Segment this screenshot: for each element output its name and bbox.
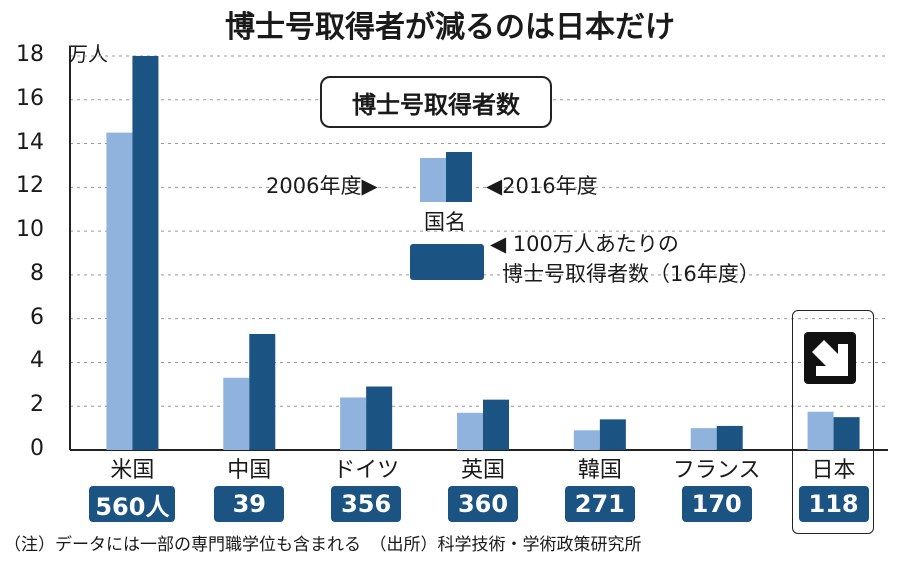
per-million-badge: 170 — [681, 486, 752, 522]
category-label: 英国 — [460, 458, 505, 483]
per-million-badge: 356 — [331, 486, 402, 522]
category-label: 日本 — [811, 458, 856, 483]
category-label: ドイツ — [333, 458, 400, 483]
bar-2006 — [457, 412, 483, 450]
legend-title: 博士号取得者数 — [352, 90, 520, 119]
legend-per-million-line1: ◀ 100万人あたりの — [490, 232, 679, 256]
per-million-badge: 560人 — [89, 486, 176, 522]
japan-highlight-frame — [792, 310, 874, 534]
bar-2016 — [366, 386, 393, 450]
y-tick-label: 0 — [30, 436, 44, 461]
y-tick-label: 4 — [30, 348, 44, 374]
bar-2016 — [132, 56, 159, 450]
bar-2016 — [833, 417, 860, 450]
y-tick-label: 8 — [30, 260, 44, 286]
legend-swatch-2006 — [420, 158, 446, 202]
legend-per-million-line2: 博士号取得者数（16年度） — [502, 262, 760, 286]
legend-title-box: 博士号取得者数 — [320, 76, 552, 128]
y-tick-label: 14 — [16, 129, 44, 155]
footnote: （注）データには一部の専門職学位も含まれる （出所）科学技術・学術政策研究所 — [4, 535, 642, 555]
y-tick-label: 12 — [16, 173, 44, 199]
y-tick-label: 16 — [16, 85, 44, 111]
category-label: フランス — [672, 458, 761, 483]
bar-2016 — [483, 399, 509, 450]
bar-2006 — [223, 377, 250, 450]
per-million-badge: 271 — [564, 486, 635, 522]
y-tick-label: 10 — [16, 217, 44, 243]
category-label: 中国 — [227, 458, 272, 483]
chart-title: 博士号取得者が減るのは日本だけ — [225, 10, 675, 45]
per-million-badge: 39 — [214, 486, 285, 522]
bar-2016 — [249, 333, 276, 450]
category-label: 米国 — [110, 458, 155, 483]
bar-2016 — [716, 425, 743, 450]
y-tick-label: 18 — [16, 42, 44, 67]
down-right-arrow-icon — [804, 332, 856, 384]
bar-2016 — [599, 419, 626, 450]
category-label: 韓国 — [577, 458, 622, 483]
per-million-badge: 360 — [448, 486, 518, 522]
y-tick-label: 6 — [30, 304, 44, 330]
y-tick-label: 2 — [30, 392, 44, 418]
legend-label-2006: 2006年度▶ — [266, 174, 378, 198]
bar-2006 — [690, 428, 717, 450]
bar-2006 — [340, 397, 367, 450]
legend-label-2016: ◀2016年度 — [486, 174, 598, 198]
legend-country-label: 国名 — [424, 210, 466, 234]
legend-swatch-per-million — [410, 244, 484, 280]
per-million-badge: 118 — [798, 486, 869, 522]
bar-2006 — [807, 411, 834, 450]
legend-swatch-2016 — [446, 152, 472, 202]
y-axis-unit: 万人 — [68, 42, 108, 66]
bar-2006 — [106, 132, 133, 450]
bar-2006 — [573, 430, 600, 450]
